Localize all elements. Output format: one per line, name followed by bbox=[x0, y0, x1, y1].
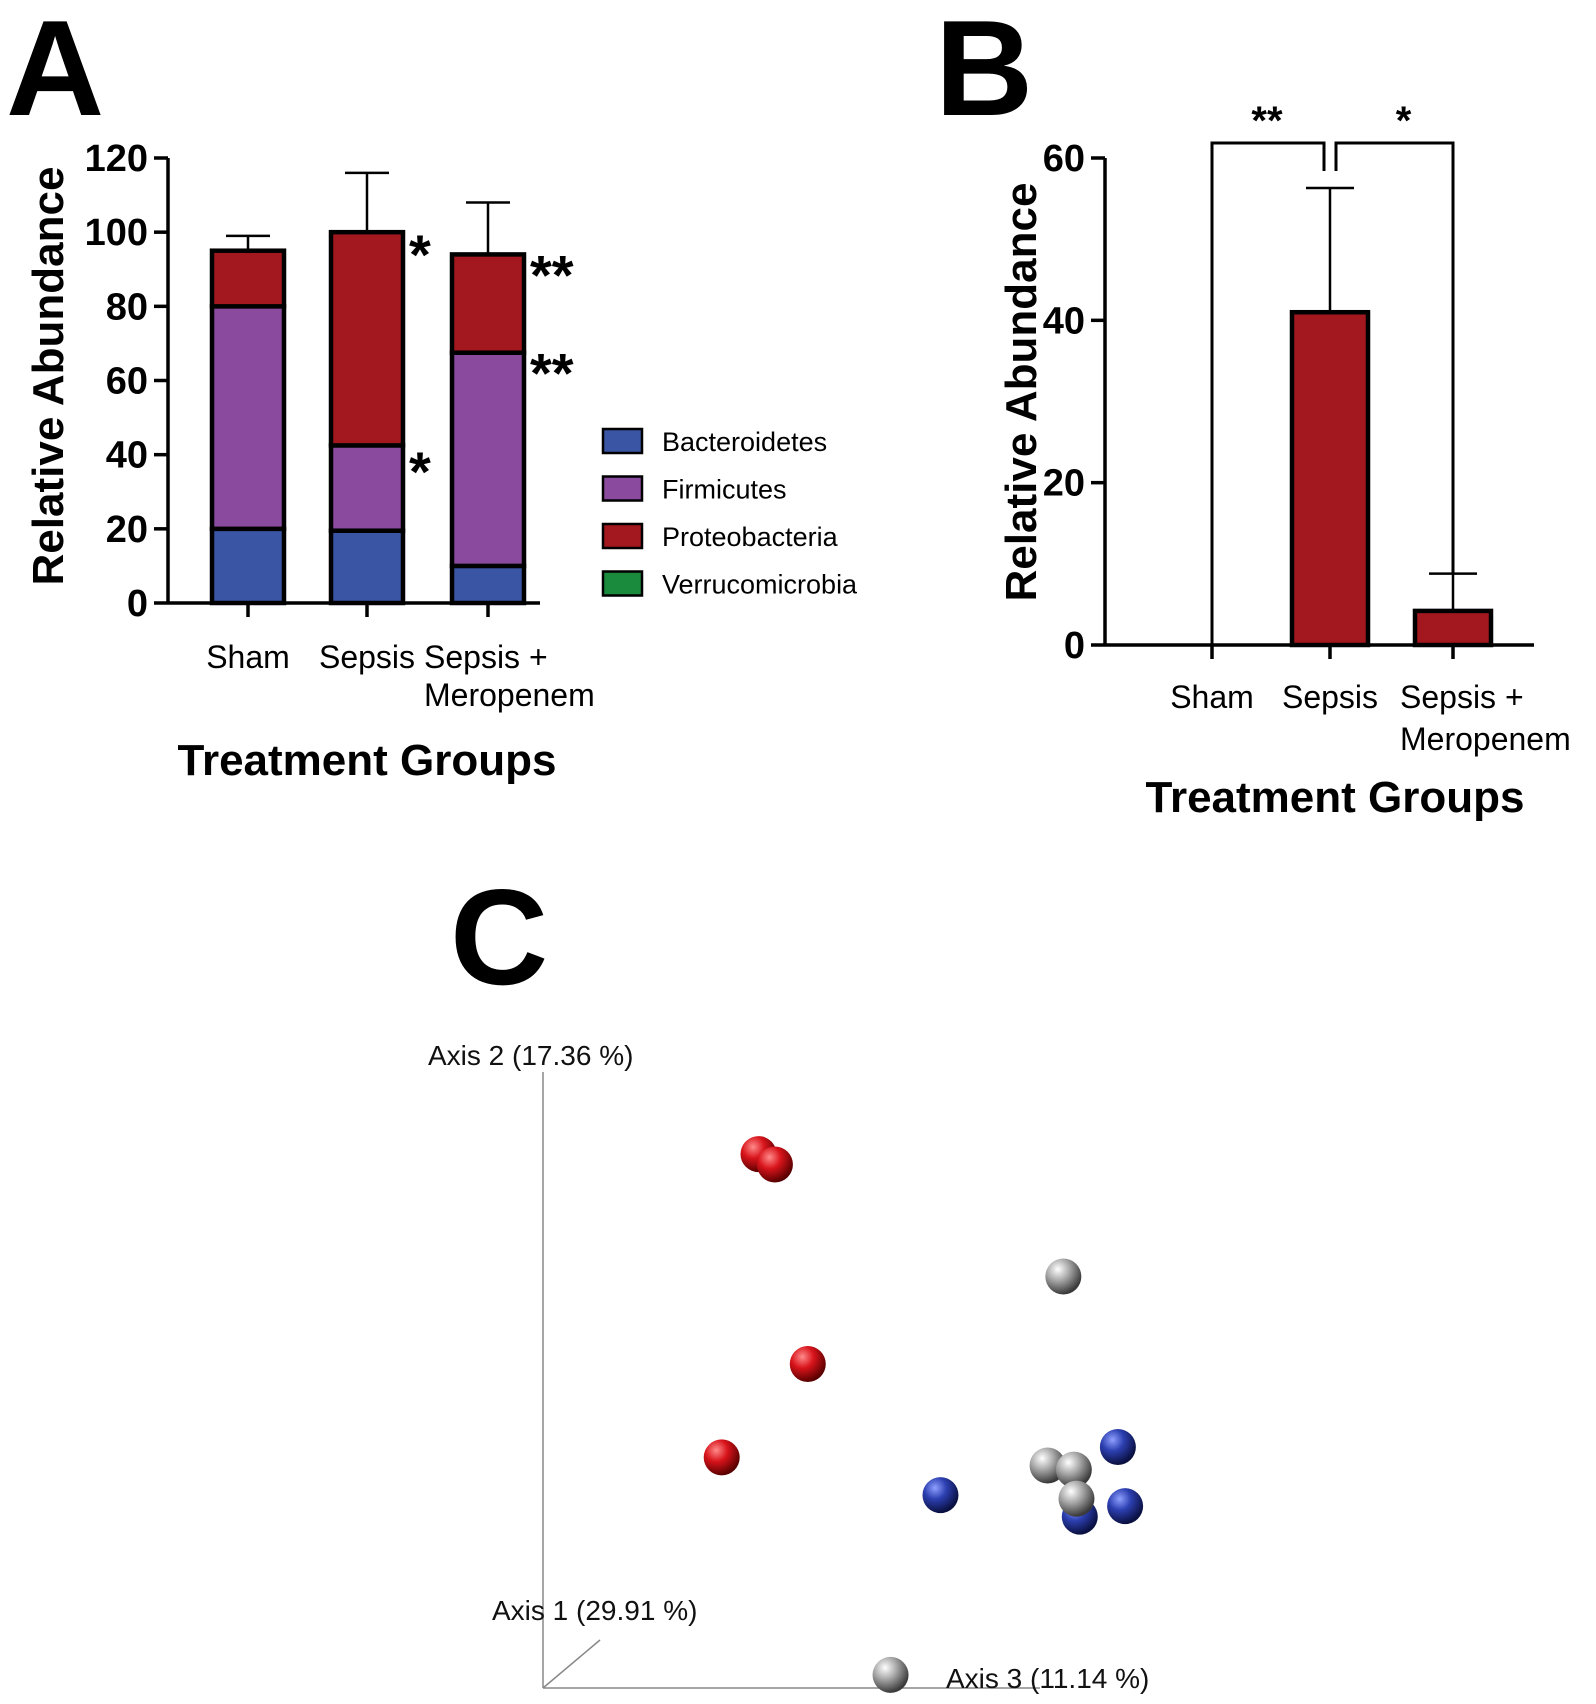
panel-b-y-axis-title: Relative Abundance bbox=[997, 183, 1046, 602]
pcoa-point-sepsis bbox=[756, 1146, 793, 1183]
pcoa-point-sham bbox=[1045, 1258, 1082, 1295]
panel-a-y-tick-label: 60 bbox=[106, 361, 148, 403]
panel-b-y-tick-label: 40 bbox=[1043, 300, 1085, 342]
pcoa-axis-2-label: Axis 2 (17.36 %) bbox=[428, 1040, 633, 1071]
panel-letter-a: A bbox=[6, 0, 104, 144]
panel-a-category-label-sham: Sham bbox=[206, 639, 290, 675]
pcoa-point-sepsis bbox=[703, 1439, 740, 1476]
pcoa-axis-3-label: Axis 3 (11.14 %) bbox=[946, 1663, 1149, 1694]
panel-b-significance-star: * bbox=[1396, 99, 1412, 143]
panel-a-bar-sepsis-proteobacteria bbox=[328, 229, 406, 448]
panel-letter-c: C bbox=[450, 861, 548, 1013]
panel-b-significance-bracket bbox=[1334, 141, 1455, 573]
pcoa-point-sham bbox=[1055, 1451, 1092, 1488]
panel-a-y-tick-label: 120 bbox=[85, 138, 148, 180]
panel-a-y-tick-label: 0 bbox=[127, 583, 148, 625]
panel-a-bar-sham-proteobacteria bbox=[209, 248, 287, 309]
panel-a-significance-star: ** bbox=[530, 243, 574, 306]
pcoa-axis-1-line bbox=[542, 1639, 601, 1689]
panel-b-category-label-sepsis-meropenem: Meropenem bbox=[1400, 721, 1571, 757]
panel-a-bar-sepsis-meropenem-proteobacteria bbox=[449, 252, 527, 355]
panel-b-y-tick-label: 60 bbox=[1043, 138, 1085, 180]
panel-b-category-label-sham: Sham bbox=[1170, 679, 1254, 715]
legend-swatch-firmicutes bbox=[601, 475, 644, 502]
panel-a-y-axis-title: Relative Abundance bbox=[24, 167, 73, 586]
panel-b-y-tick-label: 20 bbox=[1043, 463, 1085, 505]
legend-label-verrucomicrobia: Verrucomicrobia bbox=[662, 570, 858, 600]
panel-a-bar-sham-bacteroidetes bbox=[209, 526, 287, 606]
panel-a-y-tick-label: 100 bbox=[85, 212, 148, 254]
panel-a-y-tick-label: 80 bbox=[106, 286, 148, 328]
panel-a-bar-sepsis-meropenem-bacteroidetes bbox=[449, 563, 527, 606]
pcoa-point-sham bbox=[1058, 1480, 1095, 1517]
panel-a-significance-star: ** bbox=[530, 342, 574, 405]
pcoa-point-sepsis-meropenem bbox=[1107, 1488, 1144, 1525]
panel-letter-b: B bbox=[935, 0, 1033, 144]
pcoa-point-sepsis-meropenem bbox=[1099, 1428, 1136, 1465]
panel-a-y-tick-label: 20 bbox=[106, 509, 148, 551]
legend-swatch-proteobacteria bbox=[601, 522, 644, 550]
legend-label-bacteroidetes: Bacteroidetes bbox=[662, 427, 827, 457]
panel-a-significance-star: * bbox=[409, 223, 431, 286]
panel-a-legend: Bacteroidetes Firmicutes Proteobacteria Ver… bbox=[601, 427, 858, 600]
panel-b-bar-sepsis-meropenem bbox=[1412, 608, 1494, 648]
panel-a-bar-sepsis-meropenem-firmicutes bbox=[449, 350, 527, 569]
legend-label-proteobacteria: Proteobacteria bbox=[662, 522, 839, 552]
pcoa-point-sepsis bbox=[789, 1346, 826, 1383]
panel-a-category-label-sepsis-meropenem: Sepsis + bbox=[424, 639, 548, 675]
panel-b-category-label-sepsis: Sepsis bbox=[1282, 679, 1378, 715]
panel-a-x-axis-title: Treatment Groups bbox=[178, 736, 557, 785]
panel-b-y-tick-label: 0 bbox=[1064, 625, 1085, 667]
panel-b-significance-star: ** bbox=[1251, 99, 1283, 143]
panel-a-bar-sepsis-bacteroidetes bbox=[328, 528, 406, 606]
pcoa-point-sham bbox=[872, 1656, 909, 1693]
panel-b-bar-sepsis bbox=[1289, 309, 1371, 648]
legend-swatch-bacteroidetes bbox=[601, 427, 644, 455]
panel-a-y-tick-label: 40 bbox=[106, 435, 148, 477]
panel-b-significance-bracket bbox=[1210, 141, 1326, 653]
panel-a-category-label-sepsis-meropenem: Meropenem bbox=[424, 677, 595, 713]
panel-a-significance-star: * bbox=[409, 440, 431, 503]
panel-a-bar-sepsis-firmicutes bbox=[328, 443, 406, 533]
legend-label-firmicutes: Firmicutes bbox=[662, 475, 787, 505]
panel-b-chart: Relative Abundance Treatment Groups 0 20 4… bbox=[997, 99, 1571, 822]
legend-swatch-verrucomicrobia bbox=[601, 570, 644, 597]
panel-a-chart: Relative Abundance Treatment Groups 0 20 4… bbox=[24, 138, 858, 785]
pcoa-axis-1-label: Axis 1 (29.91 %) bbox=[492, 1595, 697, 1626]
pcoa-point-sepsis-meropenem bbox=[922, 1477, 959, 1514]
panel-b-x-axis-title: Treatment Groups bbox=[1146, 773, 1525, 822]
panel-b-category-label-sepsis-meropenem: Sepsis + bbox=[1400, 679, 1524, 715]
panel-a-category-label-sepsis: Sepsis bbox=[319, 639, 415, 675]
panel-a-bar-sham-firmicutes bbox=[209, 304, 287, 532]
panel-c-pcoa: Axis 2 (17.36 %) Axis 1 (29.91 %) Axis 3… bbox=[428, 1040, 1149, 1694]
